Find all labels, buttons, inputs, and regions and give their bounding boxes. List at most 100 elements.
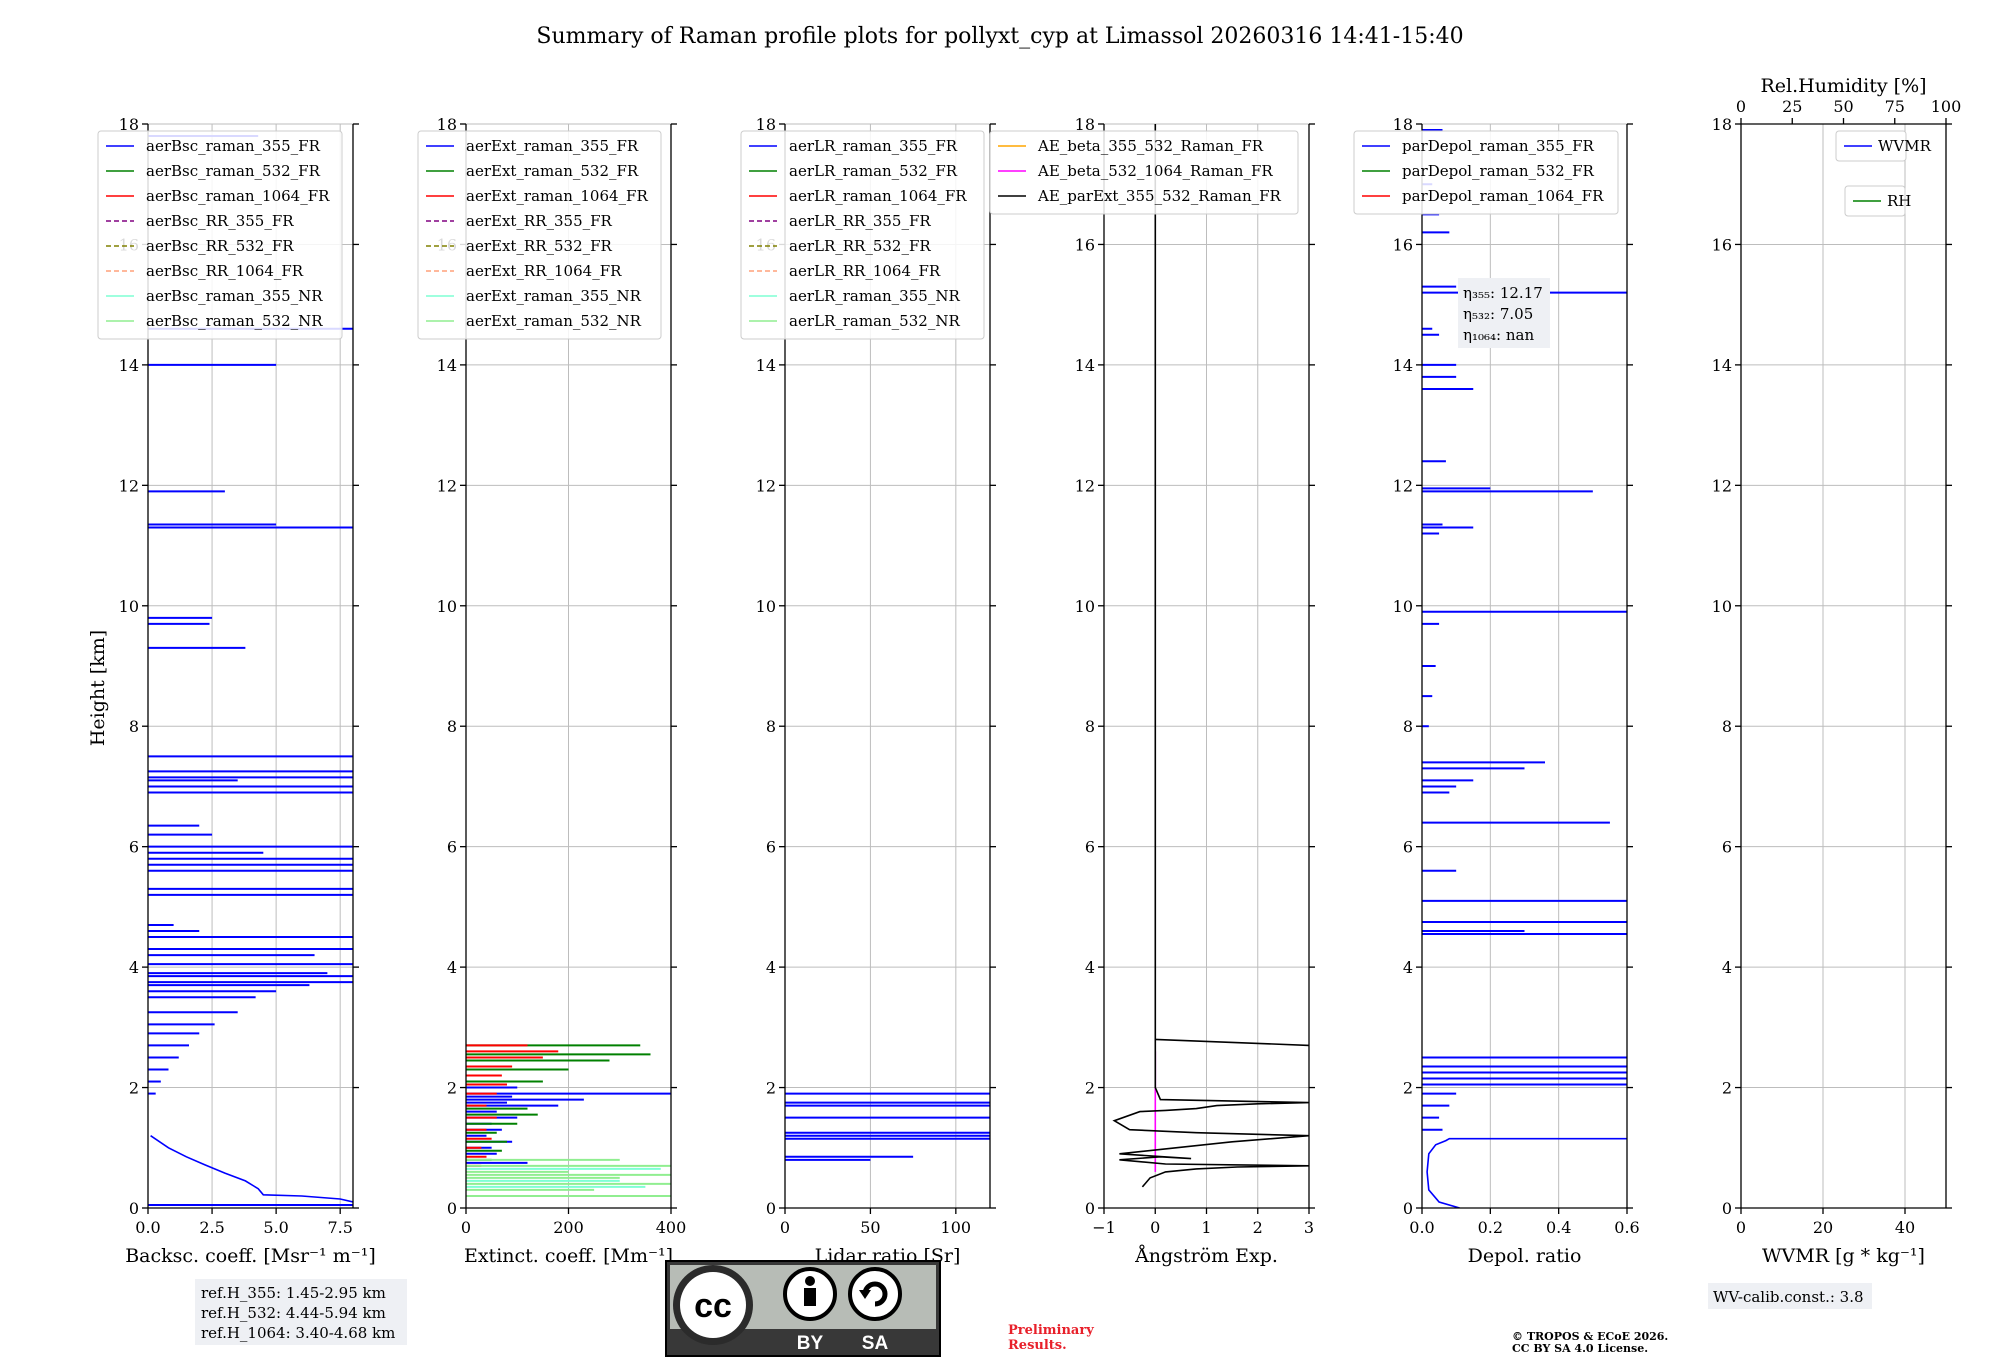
y-tick-label: 14 (119, 356, 139, 375)
top-x-tick-label: 50 (1833, 97, 1853, 116)
sa-arrowhead-icon (859, 1290, 871, 1299)
top-x-tick-label: 25 (1782, 97, 1802, 116)
series-line-parDepol_raman_355_FR (1426, 1137, 1627, 1208)
y-tick-label: 18 (756, 115, 776, 134)
legend-label: aerBsc_raman_1064_FR (146, 187, 330, 205)
ref-height-532: ref.H_532: 4.44-5.94 km (201, 1304, 386, 1322)
y-tick-label: 8 (447, 717, 457, 736)
legend-box (989, 130, 1299, 215)
x-tick-label: 400 (656, 1218, 687, 1237)
y-tick-label: 2 (766, 1079, 776, 1098)
y-tick-label: 10 (1393, 597, 1413, 616)
y-tick-label: 12 (119, 476, 139, 495)
eta-annotation: η₃₅₅: 12.17 (1463, 284, 1543, 302)
x-tick-label: 50 (860, 1218, 880, 1237)
x-tick-label: 200 (553, 1218, 584, 1237)
series-line-aerBsc_raman_355_FR (150, 1135, 353, 1203)
x-axis-label: WVMR [g * kg⁻¹] (1762, 1245, 1925, 1267)
x-tick-label: 0 (1736, 1218, 1746, 1237)
y-tick-label: 4 (129, 958, 139, 977)
legend: aerLR_raman_355_FR aerLR_raman_532_FR aerL… (740, 130, 985, 340)
y-tick-label: 16 (1393, 235, 1413, 254)
x-axis-label: Extinct. coeff. [Mm⁻¹] (464, 1245, 673, 1267)
legend-label: aerBsc_raman_355_NR (146, 287, 323, 305)
x-tick-label: 0.0 (1409, 1218, 1434, 1237)
top-x-tick-label: 100 (1931, 97, 1962, 116)
panel-depolarization: 0 2 4 6 8 10 12 14 16 18 0.0 0.2 0.4 0.6 Depol. ratio η… (1353, 115, 1640, 1267)
legend-label: aerBsc_raman_355_FR (146, 137, 321, 155)
y-tick-label: 6 (1722, 838, 1732, 857)
y-tick-label: 0 (1403, 1199, 1413, 1218)
x-tick-label: 0 (1150, 1218, 1160, 1237)
legend-label: aerExt_RR_1064_FR (466, 262, 622, 280)
y-tick-label: 0 (766, 1199, 776, 1218)
y-tick-label: 6 (129, 838, 139, 857)
x-axis-label: Ångström Exp. (1134, 1245, 1278, 1267)
figure-title: Summary of Raman profile plots for polly… (536, 24, 1463, 49)
x-axis-label: Depol. ratio (1468, 1245, 1582, 1267)
legend-box (740, 130, 985, 340)
legend-label: parDepol_raman_355_FR (1402, 137, 1595, 155)
wv-calib-const: WV-calib.const.: 3.8 (1713, 1288, 1864, 1306)
y-tick-label: 10 (119, 597, 139, 616)
y-tick-label: 0 (129, 1199, 139, 1218)
y-tick-label: 2 (1403, 1079, 1413, 1098)
series-line-AE_parExt_upper (1155, 1038, 1309, 1047)
y-tick-label: 12 (1075, 476, 1095, 495)
legend-label: aerExt_RR_355_FR (466, 212, 613, 230)
y-tick-label: 8 (1722, 717, 1732, 736)
wv-calib-box: WV-calib.const.: 3.8 (1708, 1283, 1872, 1309)
x-tick-label: 3 (1304, 1218, 1314, 1237)
y-tick-label: 18 (1393, 115, 1413, 134)
sa-label: SA (862, 1333, 889, 1354)
legend-label: aerBsc_raman_532_FR (146, 162, 321, 180)
legend-label: AE_beta_532_1064_Raman_FR (1037, 162, 1273, 180)
x-tick-label: 0 (461, 1218, 471, 1237)
y-tick-label: 2 (447, 1079, 457, 1098)
y-tick-label: 6 (766, 838, 776, 857)
legend-label: aerExt_RR_532_FR (466, 237, 613, 255)
y-tick-label: 2 (129, 1079, 139, 1098)
legend-label: aerLR_RR_532_FR (789, 237, 931, 255)
x-tick-label: 1 (1201, 1218, 1211, 1237)
series-group (1112, 124, 1309, 1188)
y-tick-label: 0 (447, 1199, 457, 1218)
y-tick-label: 12 (1393, 476, 1413, 495)
legend-label: aerBsc_raman_532_NR (146, 312, 323, 330)
by-person-head (805, 1276, 815, 1286)
y-tick-label: 8 (1085, 717, 1095, 736)
annotation-bg (1458, 278, 1550, 348)
cc-logo-icon (680, 1272, 746, 1338)
legend-label: aerLR_raman_355_NR (789, 287, 960, 305)
legend-label: AE_parExt_355_532_Raman_FR (1037, 187, 1282, 205)
y-tick-label: 14 (1075, 356, 1095, 375)
ref-heights-box: ref.H_355: 1.45-2.95 km ref.H_532: 4.44-… (195, 1279, 407, 1345)
x-tick-label: 20 (1813, 1218, 1833, 1237)
legend: AE_beta_355_532_Raman_FR AE_beta_532_1064… (989, 130, 1299, 215)
y-tick-label: 14 (437, 356, 457, 375)
legend-label: aerExt_raman_355_FR (466, 137, 639, 155)
y-tick-label: 18 (437, 115, 457, 134)
x-tick-label: 0.0 (135, 1218, 160, 1237)
legend-box (97, 130, 343, 340)
series-group (466, 1044, 671, 1197)
wv-calib-bg (1708, 1283, 1872, 1309)
y-tick-label: 4 (766, 958, 776, 977)
legend-label: aerLR_raman_355_FR (789, 137, 958, 155)
y-tick-label: 8 (129, 717, 139, 736)
legend-label: aerLR_raman_1064_FR (789, 187, 967, 205)
legend-label: aerExt_raman_355_NR (466, 287, 642, 305)
y-tick-label: 12 (1712, 476, 1732, 495)
cc-license-badge: cc BY SA (665, 1260, 941, 1357)
legend: aerExt_raman_355_FR aerExt_raman_532_FRae… (417, 130, 662, 340)
x-tick-label: 0 (780, 1218, 790, 1237)
x-tick-label: 5.0 (263, 1218, 288, 1237)
y-tick-label: 16 (1712, 235, 1732, 254)
top-x-tick-label: 75 (1885, 97, 1905, 116)
preliminary-line-2: Results. (1008, 1338, 1067, 1353)
